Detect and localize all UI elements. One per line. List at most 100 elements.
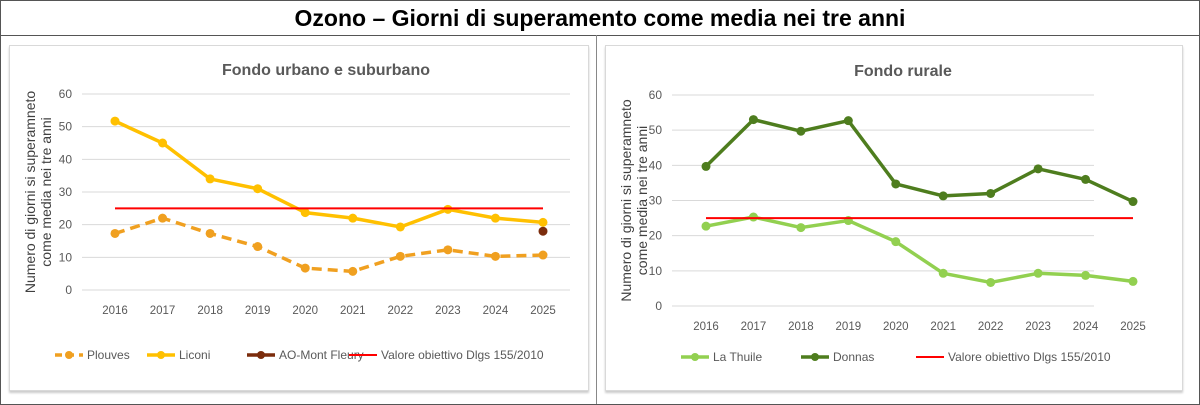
legend-marker <box>691 353 699 361</box>
divider <box>596 35 597 404</box>
data-point <box>300 208 310 218</box>
legend-label: La Thuile <box>713 350 762 364</box>
x-tick-label: 2023 <box>435 305 461 317</box>
x-tick-label: 2016 <box>693 321 719 333</box>
x-tick-label: 2025 <box>530 305 556 317</box>
x-tick-label: 2018 <box>197 305 223 317</box>
data-point <box>938 191 948 201</box>
data-point <box>1081 174 1091 184</box>
data-point <box>748 115 758 125</box>
figure-title: Ozono – Giorni di superamento come media… <box>1 1 1199 36</box>
series-line-donnas <box>704 117 1134 204</box>
x-tick-label: 2020 <box>292 305 318 317</box>
legend-label: Donnas <box>833 350 874 364</box>
x-tick-label: 2018 <box>788 321 814 333</box>
x-tick-label: 2024 <box>483 305 509 317</box>
data-point <box>891 179 901 189</box>
data-point <box>348 213 358 223</box>
x-tick-label: 2019 <box>245 305 271 317</box>
x-tick-label: 2022 <box>978 321 1004 333</box>
series-line-plouves <box>114 216 544 274</box>
data-point <box>205 174 215 184</box>
legend-marker <box>257 351 265 359</box>
data-point <box>490 251 500 261</box>
data-point <box>490 213 500 223</box>
y-tick-label: 0 <box>65 283 72 297</box>
data-point <box>395 222 405 232</box>
legend-label: Valore obiettivo Dlgs 155/2010 <box>381 348 544 362</box>
data-point <box>110 228 120 238</box>
data-point <box>796 126 806 136</box>
data-point <box>891 237 901 247</box>
y-tick-label: 30 <box>59 185 73 199</box>
x-tick-label: 2021 <box>340 305 366 317</box>
legend-label: Liconi <box>179 348 210 362</box>
x-tick-label: 2023 <box>1025 321 1051 333</box>
y-tick-label: 0 <box>655 299 662 313</box>
chart-panel-rural: Fondo rurale 0 10 20 30 40 50 60 2016 2017 2018 201… <box>605 45 1183 391</box>
y-tick-label: 10 <box>649 264 663 278</box>
data-point <box>1033 268 1043 278</box>
y-tick-label: 30 <box>649 194 663 208</box>
y-tick-label: 20 <box>59 218 73 232</box>
data-point <box>986 277 996 287</box>
data-point <box>253 184 263 194</box>
legend-label: Plouves <box>87 348 130 362</box>
data-point <box>300 263 310 273</box>
data-point <box>701 161 711 171</box>
data-point <box>538 217 548 227</box>
data-point <box>1033 164 1043 174</box>
x-tick-label: 2024 <box>1073 321 1099 333</box>
chart-title: Fondo urbano e suburbano <box>222 62 430 79</box>
y-tick-label: 60 <box>59 87 73 101</box>
data-point <box>158 213 168 223</box>
x-tick-label: 2019 <box>836 321 862 333</box>
data-point <box>986 188 996 198</box>
y-tick-label: 50 <box>649 123 663 137</box>
chart-panel-urban: Fondo urbano e suburbano 0 10 20 30 40 50 60 201… <box>9 45 589 391</box>
data-point <box>748 212 758 222</box>
data-point <box>1128 276 1138 286</box>
y-tick-label: 40 <box>649 158 663 172</box>
x-tick-label: 2022 <box>388 305 414 317</box>
data-point <box>253 242 263 252</box>
data-point <box>348 266 358 276</box>
x-tick-label: 2021 <box>930 321 956 333</box>
series-line-liconi <box>114 119 544 229</box>
x-tick-label: 2016 <box>102 305 128 317</box>
data-point <box>110 116 120 126</box>
data-point <box>205 228 215 238</box>
data-point <box>395 251 405 261</box>
data-point <box>538 226 548 236</box>
data-point <box>843 116 853 126</box>
chart-svg-urban: Fondo urbano e suburbano 0 10 20 30 40 50 60 201… <box>22 62 570 362</box>
y-axis-label: Numero di giorni si superamnetocome medi… <box>22 91 54 294</box>
data-point <box>1081 270 1091 280</box>
data-point <box>701 221 711 231</box>
data-point <box>938 268 948 278</box>
legend-marker <box>157 351 165 359</box>
legend-marker <box>65 351 73 359</box>
data-point <box>796 223 806 233</box>
legend-marker <box>811 353 819 361</box>
y-tick-label: 10 <box>59 250 73 264</box>
y-tick-label: 60 <box>649 88 663 102</box>
legend-label: AO-Mont Fleury <box>279 348 364 362</box>
data-point <box>158 138 168 148</box>
chart-svg-rural: Fondo rurale 0 10 20 30 40 50 60 2016 2017 2018 201… <box>618 63 1146 364</box>
data-point <box>1128 197 1138 207</box>
series-line-la-thuile <box>705 215 1134 285</box>
data-point <box>538 250 548 260</box>
x-tick-label: 2020 <box>883 321 909 333</box>
x-tick-label: 2017 <box>150 305 176 317</box>
legend-label: Valore obiettivo Dlgs 155/2010 <box>948 350 1111 364</box>
y-tick-label: 20 <box>649 229 663 243</box>
y-tick-label: 40 <box>59 152 73 166</box>
y-axis-label: Numero di giorni si superamnetocome medi… <box>618 99 650 302</box>
y-tick-label: 50 <box>59 120 73 134</box>
x-tick-label: 2025 <box>1120 321 1146 333</box>
data-point <box>443 245 453 255</box>
x-tick-label: 2017 <box>741 321 767 333</box>
chart-title: Fondo rurale <box>854 63 952 80</box>
